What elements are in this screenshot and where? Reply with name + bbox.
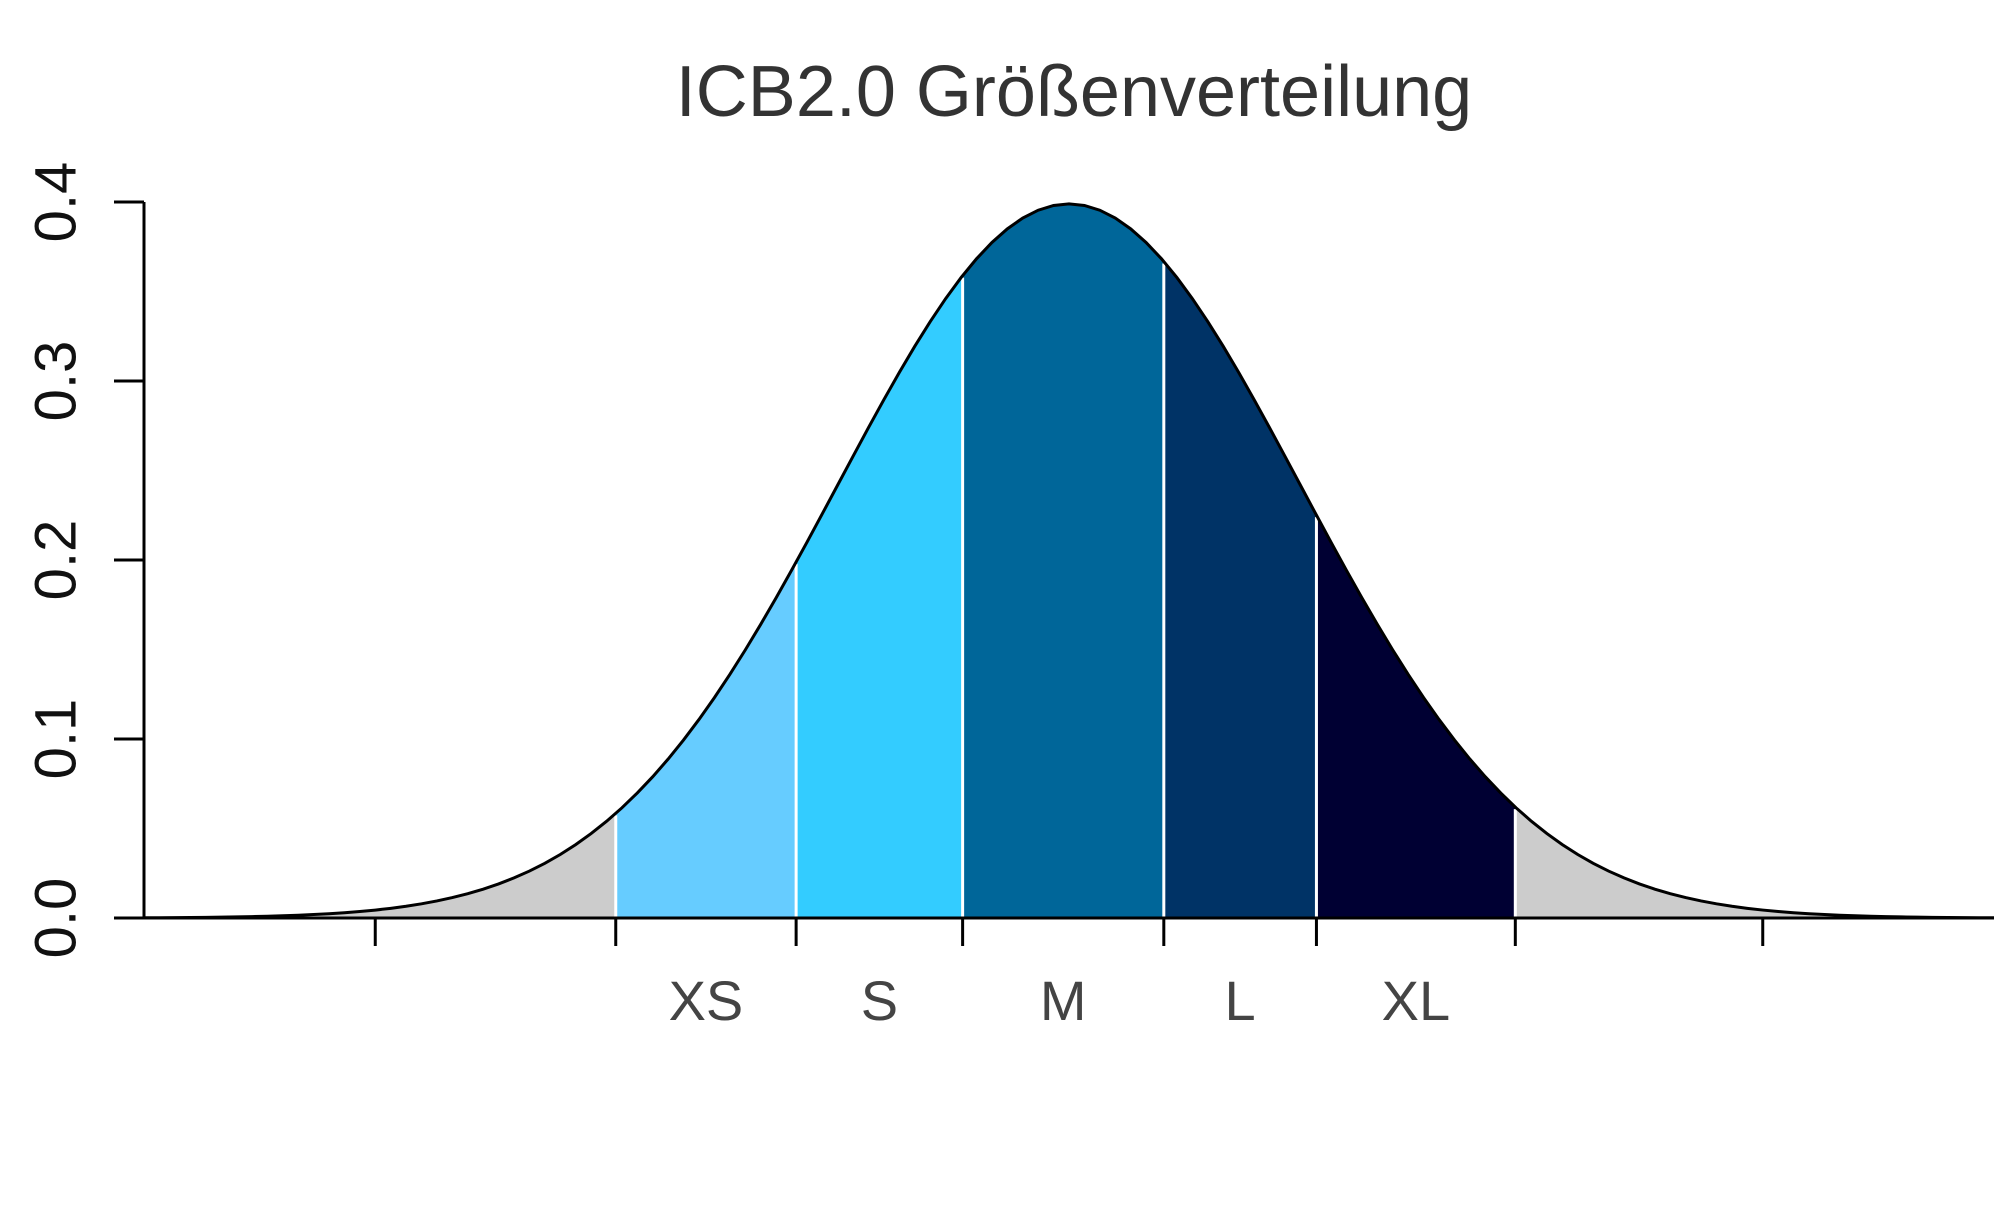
category-label: S bbox=[861, 969, 898, 1032]
density-curve bbox=[143, 202, 1995, 920]
density-region bbox=[1515, 807, 1994, 918]
y-tick-label: 0.4 bbox=[23, 162, 88, 243]
chart-title: ICB2.0 Größenverteilung bbox=[676, 52, 1472, 132]
density-region bbox=[1316, 515, 1516, 918]
density-region bbox=[962, 203, 1164, 918]
category-label: M bbox=[1040, 969, 1087, 1032]
density-region bbox=[144, 813, 616, 918]
density-region bbox=[615, 562, 797, 918]
category-label: L bbox=[1225, 969, 1256, 1032]
y-tick-label: 0.0 bbox=[23, 878, 88, 959]
category-label: XL bbox=[1382, 969, 1451, 1032]
y-tick-label: 0.2 bbox=[23, 520, 88, 601]
y-tick-label: 0.3 bbox=[23, 341, 88, 422]
density-region bbox=[796, 275, 963, 919]
y-tick-label: 0.1 bbox=[23, 699, 88, 780]
density-region bbox=[1163, 261, 1317, 919]
category-label: XS bbox=[669, 969, 744, 1032]
